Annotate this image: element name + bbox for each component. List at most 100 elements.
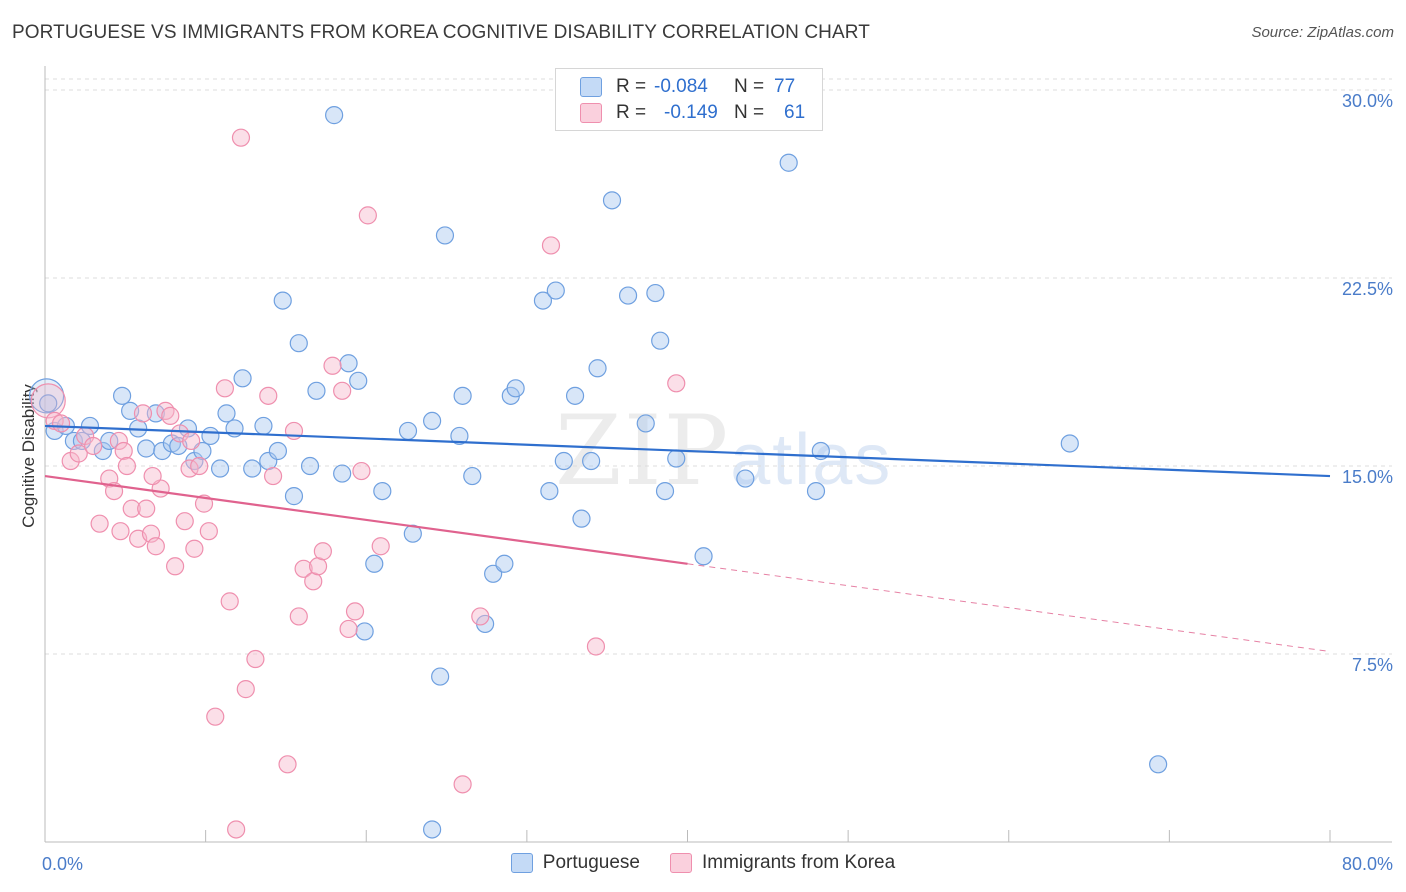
korea-point <box>143 466 162 486</box>
korea-point <box>69 444 88 463</box>
portuguese-point <box>646 283 665 303</box>
portuguese-point <box>284 487 304 506</box>
korea-point <box>137 499 156 518</box>
y-tick-label: 15.0% <box>1342 467 1393 487</box>
korea-point <box>471 607 490 626</box>
portuguese-point <box>554 451 573 471</box>
portuguese-point <box>736 469 755 488</box>
korea-point <box>51 414 71 433</box>
legend-n-label: N = <box>734 76 765 97</box>
series-swatch-korea <box>669 853 692 873</box>
legend-swatch-portuguese <box>580 77 602 97</box>
korea-point <box>308 557 328 576</box>
korea-point <box>304 572 323 591</box>
portuguese-point <box>365 554 384 573</box>
korea-point <box>371 537 390 556</box>
portuguese-point <box>300 456 320 476</box>
portuguese-point <box>254 416 273 436</box>
korea-point <box>114 441 133 461</box>
series-legend-portuguese[interactable]: Portuguese <box>510 852 640 874</box>
korea-point <box>667 374 686 393</box>
korea-point <box>122 499 141 518</box>
korea-trendline-extension <box>687 563 1331 653</box>
portuguese-point <box>572 509 591 528</box>
series-legend: Portuguese Immigrants from Korea <box>0 852 1406 874</box>
korea-point <box>541 236 561 255</box>
portuguese-point <box>210 459 230 478</box>
korea-point <box>30 383 66 419</box>
portuguese-point <box>137 439 156 458</box>
portuguese-point <box>495 554 514 573</box>
korea-point <box>199 522 218 541</box>
korea-point <box>246 649 265 669</box>
portuguese-point <box>39 394 58 413</box>
portuguese-point <box>307 381 326 400</box>
korea-point <box>227 820 246 839</box>
portuguese-point <box>540 481 559 501</box>
portuguese-point <box>201 426 220 446</box>
portuguese-point <box>779 153 798 172</box>
korea-point <box>206 707 225 726</box>
portuguese-point <box>93 441 112 461</box>
portuguese-point <box>618 286 638 305</box>
portuguese-point <box>694 547 713 566</box>
korea-point <box>333 381 352 400</box>
portuguese-point <box>655 481 675 501</box>
legend-r-value: -0.084 <box>654 76 708 97</box>
y-tick-label: 30.0% <box>1342 91 1393 111</box>
portuguese-point <box>588 359 607 378</box>
korea-point <box>358 206 377 225</box>
korea-point <box>90 514 109 533</box>
portuguese-point <box>667 449 686 468</box>
korea-point <box>339 619 358 639</box>
portuguese-point <box>80 416 100 436</box>
korea-point <box>190 456 209 476</box>
korea-point <box>313 542 332 561</box>
portuguese-point <box>398 421 418 441</box>
legend-n-label: N = <box>734 102 765 123</box>
portuguese-point <box>435 226 455 245</box>
source-label: Source: ZipAtlas.com <box>1251 24 1394 41</box>
legend-r-value: -0.149 <box>664 102 718 123</box>
korea-point <box>263 466 283 486</box>
korea-point <box>323 356 342 375</box>
korea-point <box>259 386 278 405</box>
korea-point <box>156 401 175 420</box>
korea-point <box>236 680 255 699</box>
portuguese-point <box>651 331 670 350</box>
chart-title: PORTUGUESE VS IMMIGRANTS FROM KOREA COGN… <box>12 22 870 43</box>
series-label-portuguese: Portuguese <box>542 852 640 873</box>
korea-point <box>278 755 297 774</box>
portuguese-point <box>268 441 288 461</box>
legend-n-value: 61 <box>784 102 806 123</box>
portuguese-point <box>349 371 368 390</box>
legend-n-value: 77 <box>774 76 796 97</box>
korea-point <box>185 539 204 558</box>
portuguese-point <box>1060 434 1079 453</box>
series-legend-korea[interactable]: Immigrants from Korea <box>669 852 895 874</box>
korea-point <box>352 461 371 481</box>
portuguese-point <box>450 426 469 446</box>
portuguese-point <box>289 334 308 353</box>
legend-swatch-korea <box>580 103 602 123</box>
korea-point <box>161 406 180 425</box>
korea-point <box>294 559 313 578</box>
portuguese-point <box>233 369 252 388</box>
korea-point <box>175 512 194 531</box>
portuguese-point <box>423 411 442 431</box>
portuguese-point <box>373 481 392 501</box>
korea-point <box>109 431 128 451</box>
portuguese-point <box>355 622 374 641</box>
korea-point <box>84 436 103 456</box>
watermark-sub: atlas <box>730 420 893 500</box>
portuguese-point <box>333 464 352 483</box>
portuguese-point <box>506 379 525 398</box>
korea-point <box>166 557 185 576</box>
korea-point <box>586 637 606 656</box>
portuguese-point <box>463 466 482 486</box>
portuguese-point <box>339 354 358 373</box>
y-tick-label: 22.5% <box>1342 279 1393 299</box>
legend-row-portuguese: R = -0.084 N = 77 <box>556 74 795 100</box>
korea-point <box>289 607 308 626</box>
